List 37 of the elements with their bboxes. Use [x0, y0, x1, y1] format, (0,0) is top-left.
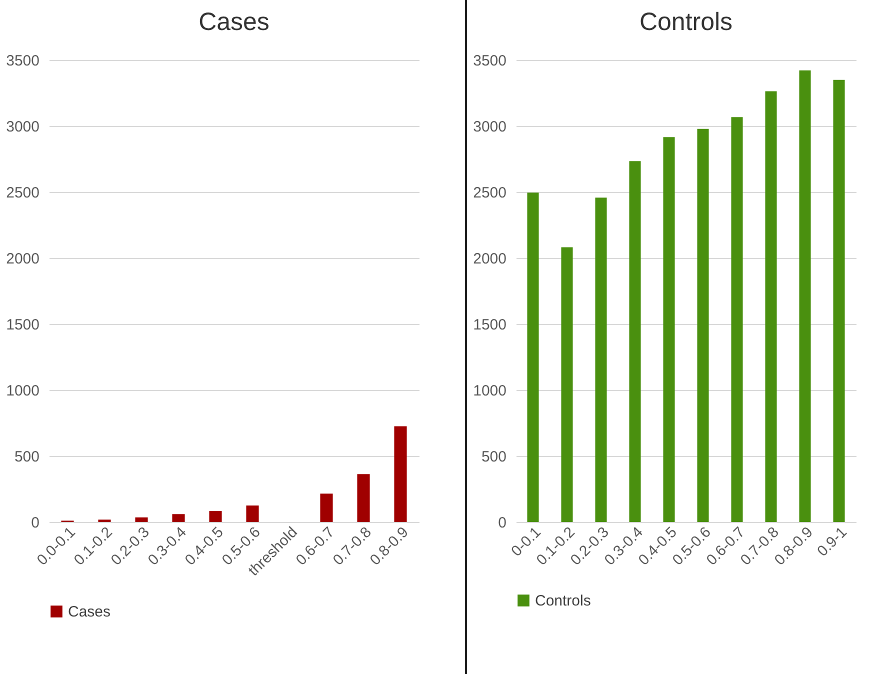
bar — [209, 511, 222, 522]
y-tick-label: 2000 — [6, 250, 40, 268]
bar — [765, 91, 777, 522]
y-tick-label: 1500 — [6, 316, 40, 334]
y-tick-label: 2000 — [473, 250, 506, 268]
y-tick-label: 0 — [31, 514, 40, 532]
y-tick-label: 500 — [481, 448, 506, 466]
bar — [731, 117, 743, 522]
y-tick-label: 2500 — [6, 184, 40, 202]
y-tick-label: 1000 — [473, 382, 506, 400]
bar — [394, 426, 407, 522]
legend-label: Controls — [535, 592, 591, 610]
bar — [595, 198, 607, 522]
bar — [663, 137, 675, 522]
y-tick-label: 1500 — [473, 316, 506, 334]
bar — [172, 514, 185, 522]
legend-label: Cases — [68, 604, 111, 620]
bar — [629, 161, 641, 522]
bar — [357, 474, 370, 522]
y-tick-label: 3000 — [6, 118, 40, 136]
y-tick-label: 2500 — [473, 184, 506, 202]
bar — [246, 506, 259, 522]
bar — [320, 494, 333, 522]
bar — [697, 128, 709, 522]
y-tick-label: 0 — [498, 514, 506, 532]
bar — [135, 517, 148, 522]
bar — [527, 192, 539, 522]
bar — [561, 247, 573, 522]
y-tick-label: 3000 — [473, 118, 506, 136]
y-tick-label: 1000 — [6, 382, 40, 400]
chart-title: Cases — [198, 8, 270, 36]
y-tick-label: 3500 — [6, 52, 40, 70]
y-tick-label: 3500 — [473, 52, 506, 70]
chart-title: Controls — [639, 8, 733, 36]
bar — [799, 70, 811, 522]
bar — [833, 80, 845, 522]
y-tick-label: 500 — [14, 448, 40, 466]
